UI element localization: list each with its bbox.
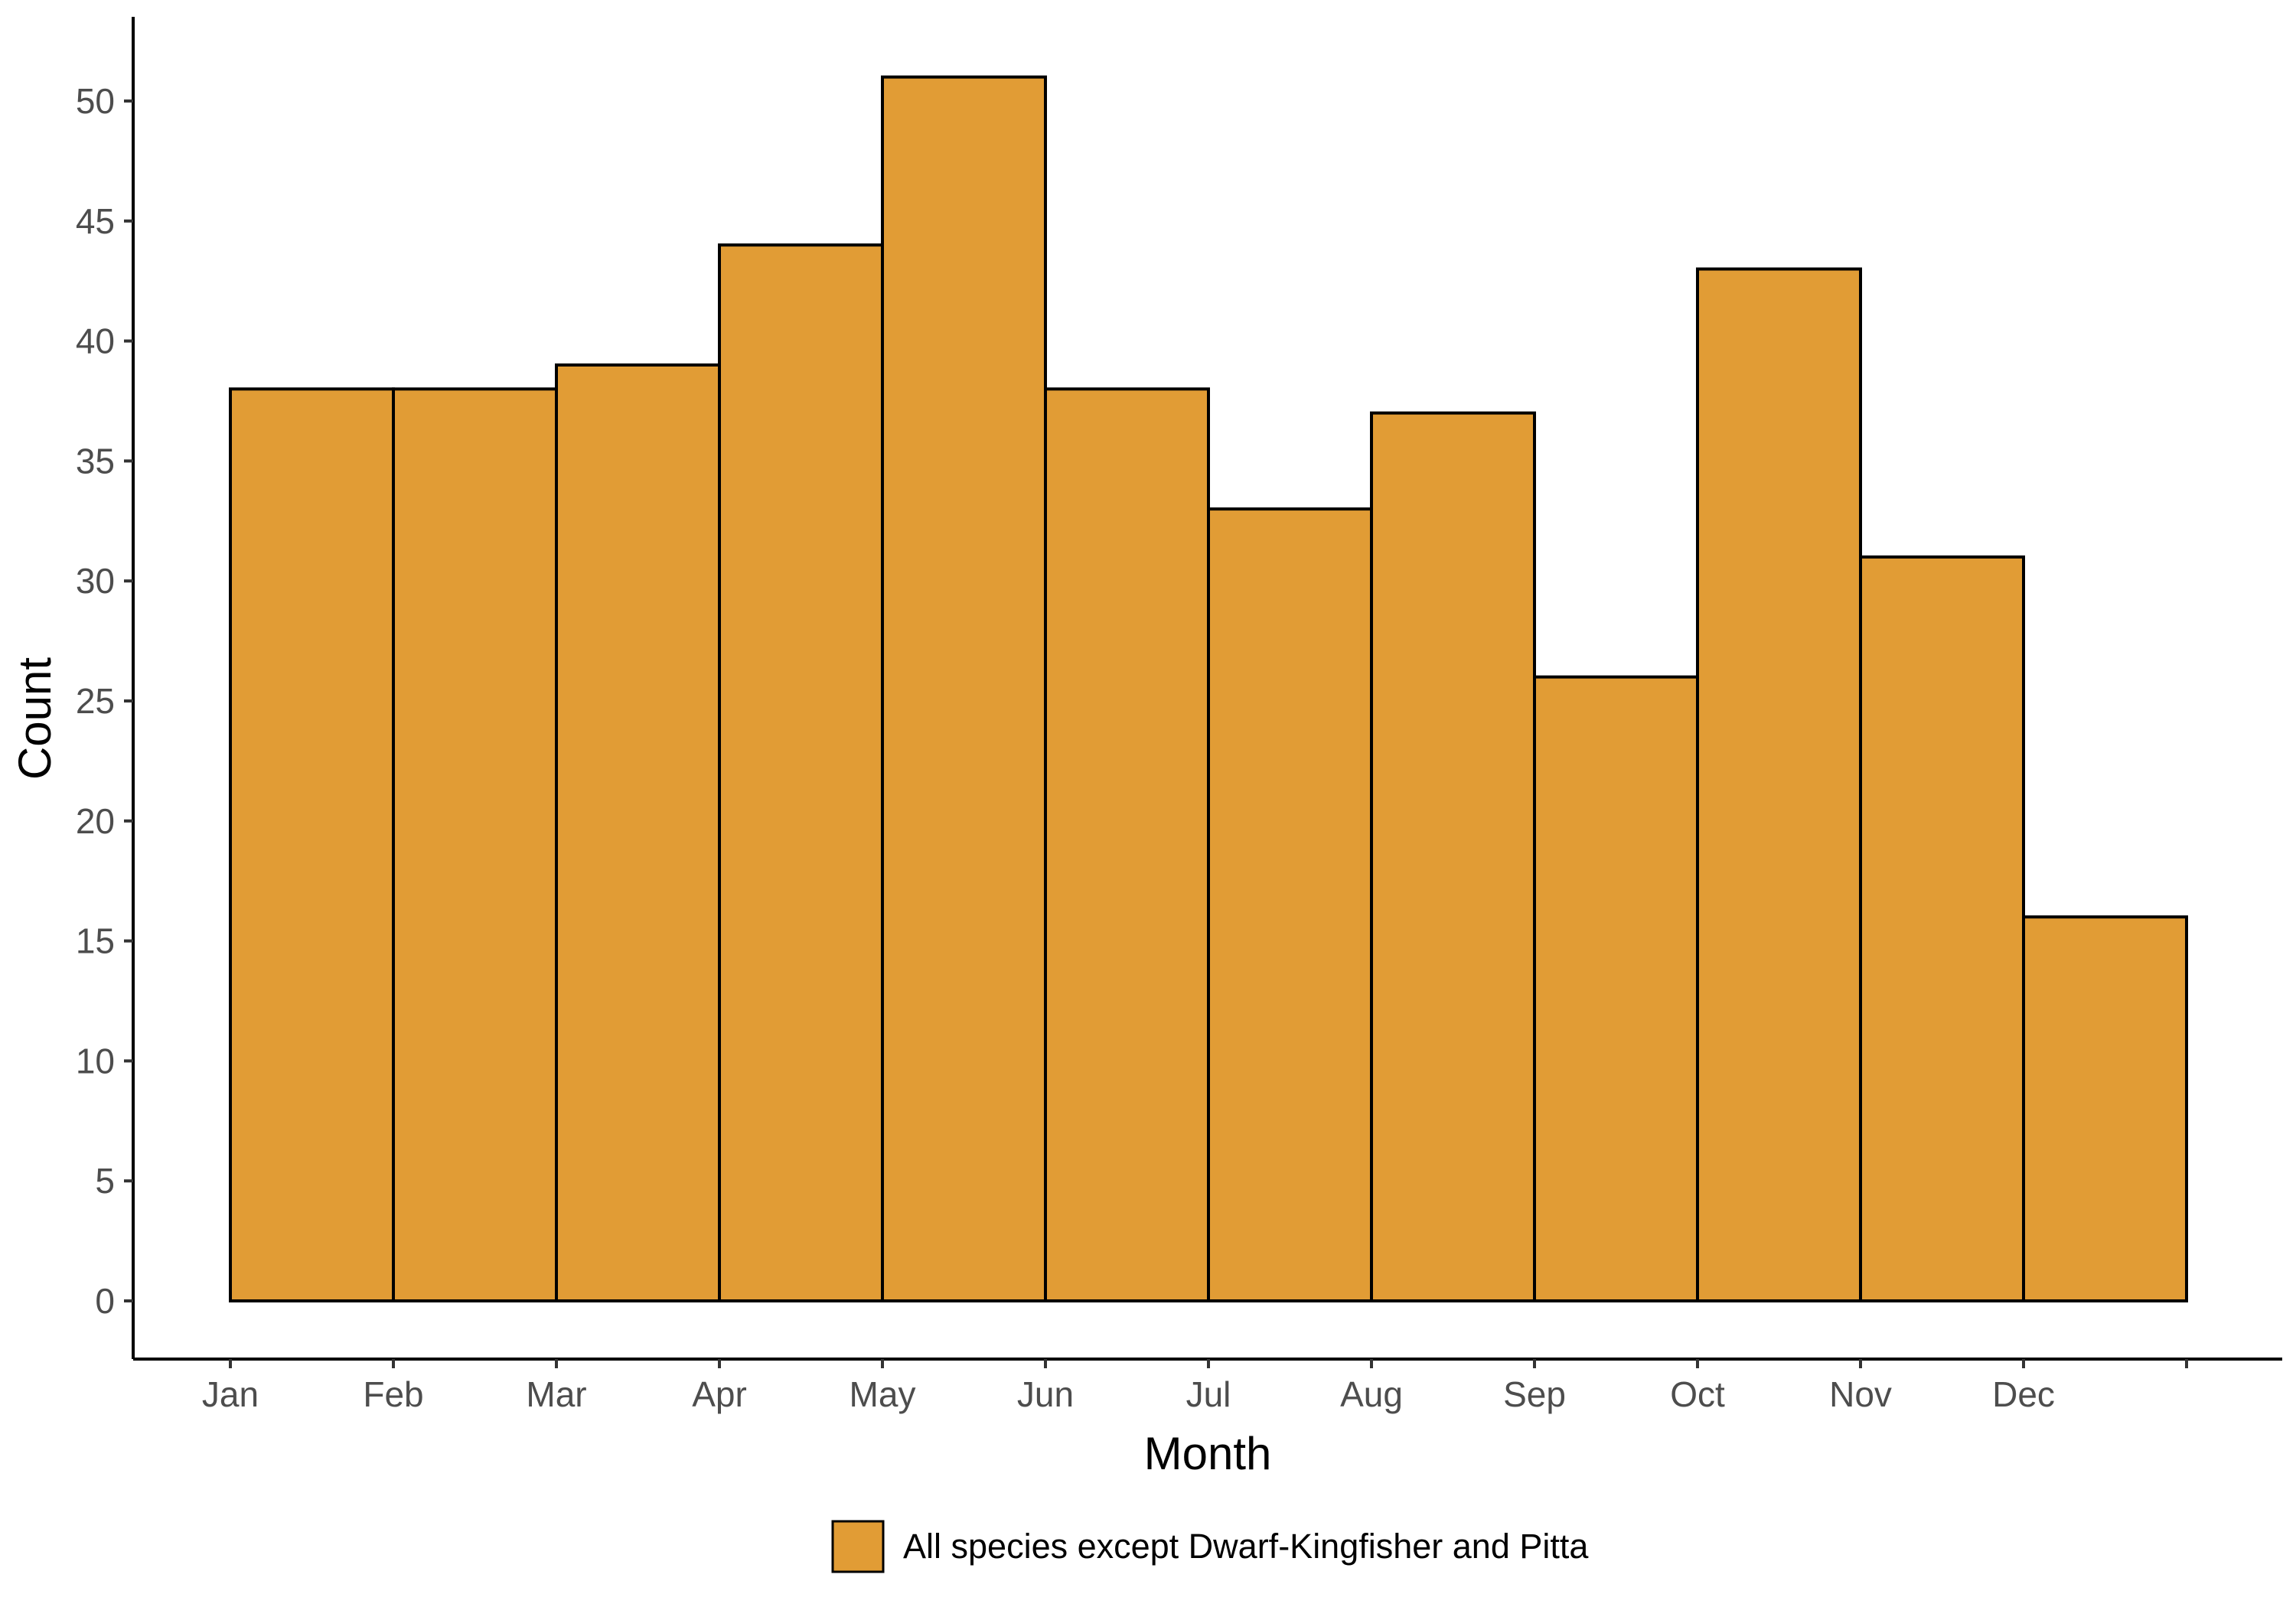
x-tick-label: Nov [1829,1374,1892,1414]
bar-feb [392,387,558,1303]
y-tick-label: 45 [76,201,115,241]
x-tick-label: Sep [1503,1374,1566,1414]
y-tick-label: 35 [76,441,115,481]
bars-layer [229,75,2188,1303]
bar-may [881,75,1047,1302]
bar-jul [1207,507,1373,1302]
y-axis-title: Count [9,657,60,780]
bar-jun [1044,387,1210,1303]
x-tick-label: Oct [1670,1374,1725,1414]
legend-swatch [831,1520,885,1573]
bar-nov [1859,555,2025,1302]
y-tick-label: 5 [95,1161,115,1201]
y-tick-label: 0 [95,1281,115,1321]
x-axis-ticks: Jan Feb Mar Apr May Jun Jul Aug Sep Oct Nov Dec [202,1359,2188,1414]
y-tick-label: 50 [76,81,115,121]
bar-apr [718,243,884,1302]
y-tick-label: 40 [76,321,115,361]
bar-oct [1696,267,1862,1302]
y-tick-label: 25 [76,681,115,721]
y-tick-label: 15 [76,921,115,961]
legend-label: All species except Dwarf-Kingfisher and … [903,1527,1589,1566]
x-tick-label: Feb [363,1374,423,1414]
x-tick-label: Apr [692,1374,747,1414]
y-tick-label: 20 [76,801,115,841]
bar-mar [555,363,721,1303]
bar-aug [1370,411,1536,1302]
x-tick-label: Aug [1340,1374,1403,1414]
y-tick-label: 30 [76,561,115,601]
x-tick-label: Jun [1017,1374,1074,1414]
bar-jan [229,387,395,1303]
x-tick-label: Mar [526,1374,586,1414]
x-tick-label: Jul [1186,1374,1231,1414]
x-tick-label: May [850,1374,916,1414]
x-tick-label: Dec [1992,1374,2055,1414]
y-tick-label: 10 [76,1041,115,1081]
x-tick-label: Jan [202,1374,259,1414]
bar-sep [1533,675,1699,1302]
bar-dec [2022,915,2188,1302]
x-axis-title: Month [1144,1428,1272,1479]
y-axis-ticks: 0 5 10 15 20 25 30 35 40 45 50 [76,81,133,1321]
legend: All species except Dwarf-Kingfisher and … [831,1520,1589,1573]
